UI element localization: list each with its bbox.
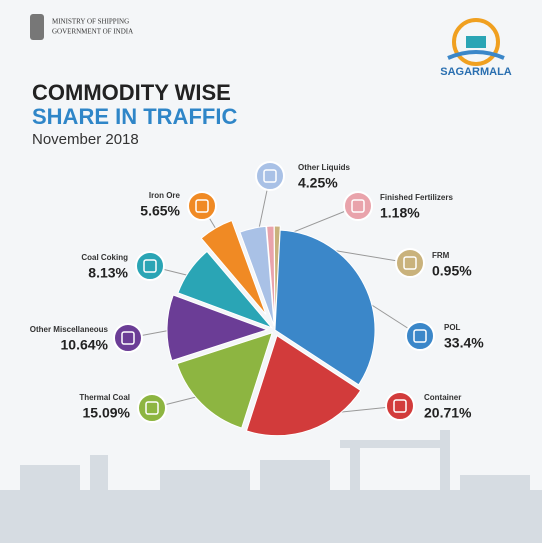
icon [137,393,167,423]
pie-slice [239,225,275,327]
icon-glyph [393,399,407,413]
pie-slice [166,294,269,362]
category-label: Thermal Coal [79,393,130,402]
value-label: 4.25% [298,175,338,191]
category-label: Other Miscellaneous [30,325,109,334]
value-label: 1.18% [380,205,420,221]
icon [135,251,165,281]
brand-name: SAGARMALA [440,66,512,78]
value-label: 10.64% [61,337,109,353]
value-label: 15.09% [83,405,131,421]
pie-slice [176,332,273,429]
category-label: Coal Coking [81,253,128,262]
icon [385,391,415,421]
icon [395,248,425,278]
ministry: MINISTRY OF SHIPPING [52,18,129,26]
pie-slice [274,229,376,386]
chart-title-2: SHARE IN TRAFFIC [32,104,237,129]
chart-subtitle: November 2018 [32,131,139,148]
icon-glyph [145,401,159,415]
category-label: Container [424,393,461,402]
value-label: 8.13% [88,265,128,281]
icon-glyph [263,169,277,183]
icon-glyph [121,331,135,345]
brand-logo [447,18,505,66]
icon [187,191,217,221]
value-label: 0.95% [432,263,472,279]
government: GOVERNMENT OF INDIA [52,28,133,36]
chart-title: COMMODITY WISE [32,80,231,105]
icon-glyph [143,259,157,273]
icon [255,161,285,191]
category-label: FRM [432,251,450,260]
icon-glyph [351,199,365,213]
pie-slice [245,334,362,437]
category-label: Finished Fertilizers [380,193,453,202]
skyline [0,430,542,543]
pie-slice [200,219,267,315]
value-label: 5.65% [140,203,180,219]
emblem [30,14,44,40]
icon [405,321,435,351]
pie-slice [177,250,274,329]
value-label: 33.4% [444,335,484,351]
value-label: 20.71% [424,405,472,421]
icon-glyph [413,329,427,343]
category-label: Iron Ore [149,191,181,200]
icon [113,323,143,353]
category-label: POL [444,323,461,332]
icon [343,191,373,221]
icon-glyph [195,199,209,213]
category-label: Other Liquids [298,163,351,172]
icon-glyph [403,256,417,270]
